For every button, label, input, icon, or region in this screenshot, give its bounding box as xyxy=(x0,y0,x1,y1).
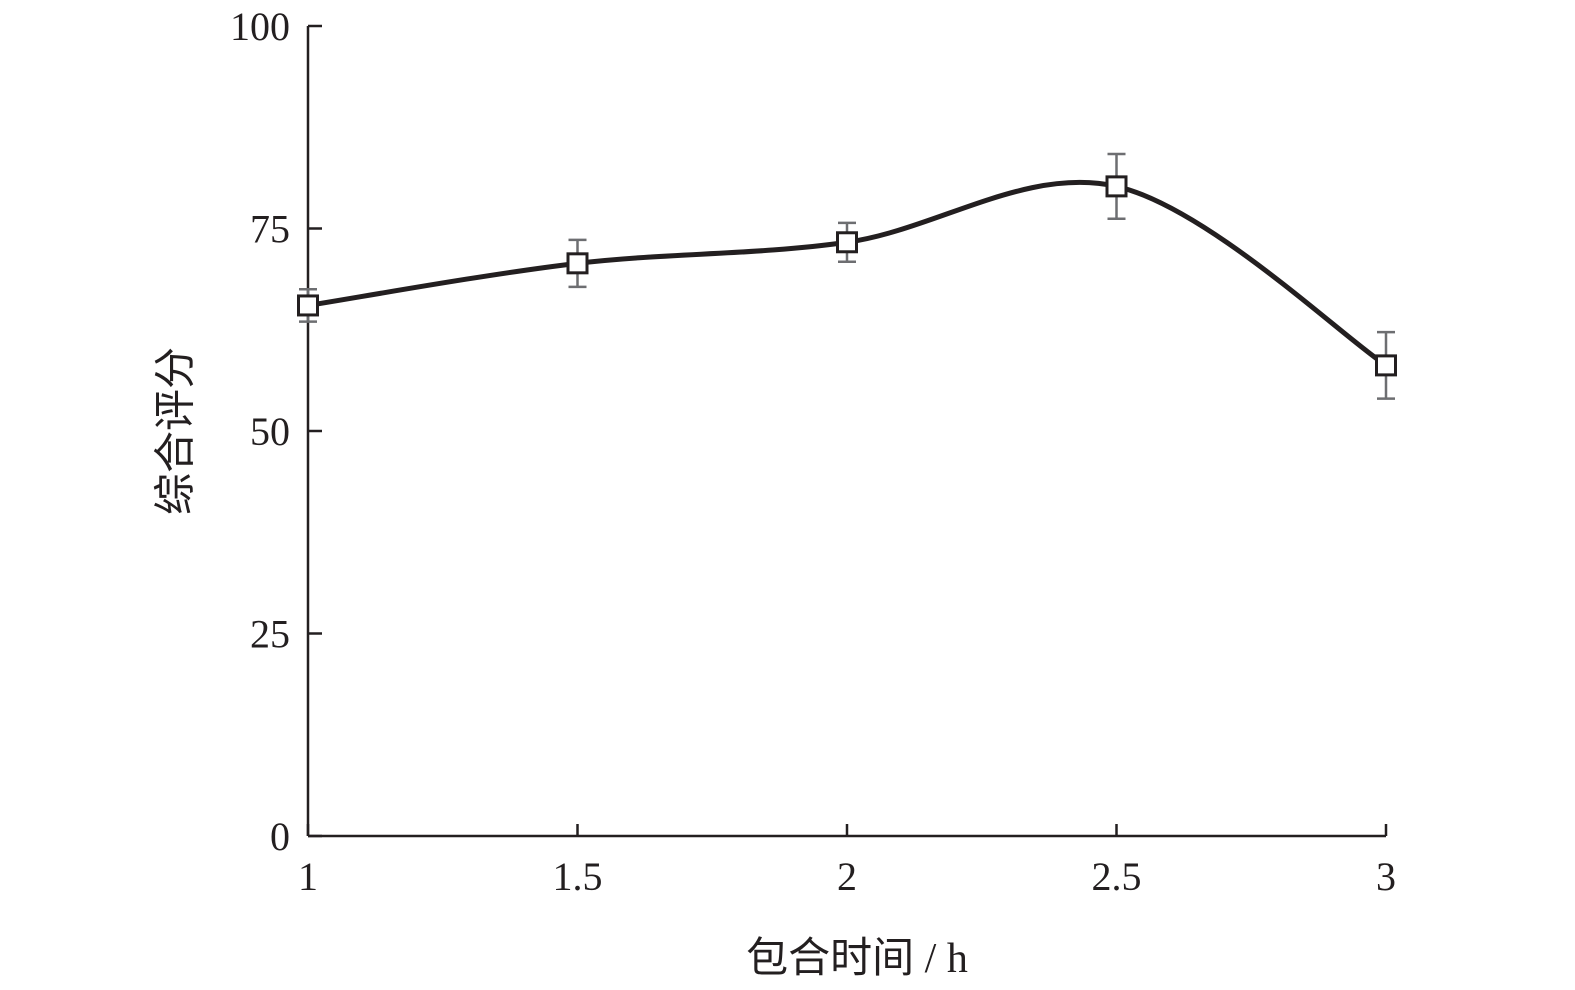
y-tick-label: 50 xyxy=(250,409,290,454)
x-tick-label: 2 xyxy=(837,854,857,899)
series-layer xyxy=(297,152,1397,400)
x-tick-label: 3 xyxy=(1376,854,1396,899)
y-tick-label: 0 xyxy=(270,814,290,859)
x-ticks: 1 1.5 2 2.5 3 xyxy=(298,824,1396,899)
y-axis-title: 综合评分 xyxy=(153,347,200,515)
x-tick-label: 2.5 xyxy=(1092,854,1142,899)
y-tick-label: 25 xyxy=(250,612,290,657)
axes xyxy=(306,26,1386,838)
data-point xyxy=(1105,175,1128,198)
data-point xyxy=(566,252,589,275)
data-point xyxy=(836,231,858,254)
x-tick-label: 1.5 xyxy=(553,854,603,899)
data-point xyxy=(1375,354,1397,377)
y-tick-label: 75 xyxy=(250,207,290,252)
y-ticks: 0 25 50 75 100 xyxy=(230,4,322,859)
x-axis-title: 包合时间 / h xyxy=(746,936,968,982)
data-point xyxy=(297,294,319,317)
y-tick-label: 100 xyxy=(230,4,290,49)
x-tick-label: 1 xyxy=(298,854,318,899)
series-line xyxy=(305,179,1389,368)
